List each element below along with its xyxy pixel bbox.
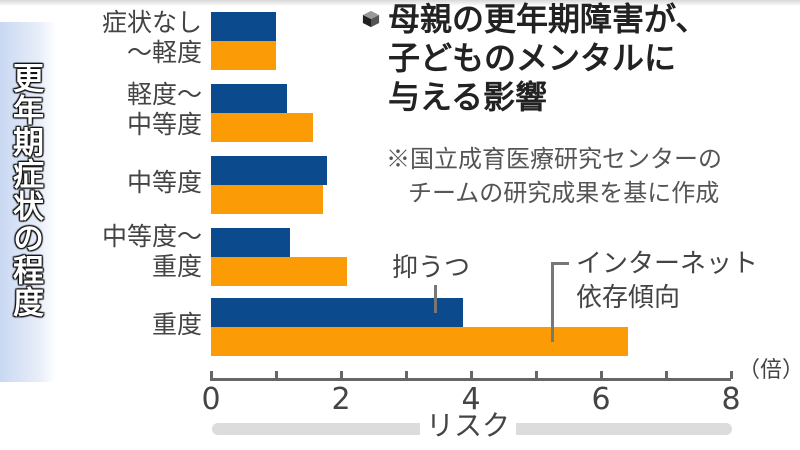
tick-mark <box>600 371 603 379</box>
bar-internet-4 <box>211 327 628 356</box>
legend-internet: インターネット 依存傾向 <box>576 247 758 315</box>
category-label-line: 重度 <box>151 310 202 339</box>
cube-icon <box>362 10 380 28</box>
category-label-3: 中等度〜 重度 <box>102 222 202 282</box>
bar-internet-3 <box>211 257 347 286</box>
category-label-0: 症状なし 〜軽度 <box>102 8 202 68</box>
unit-label: （倍） <box>738 358 800 383</box>
tick-mark <box>275 371 278 379</box>
bar-depression-2 <box>211 156 327 185</box>
category-label-line: 中等度 <box>126 110 202 139</box>
tick-mark <box>470 371 473 379</box>
chart-title: 母親の更年期障害が、 子どものメンタルに 与える影響 <box>388 0 707 117</box>
tick-mark <box>340 371 343 379</box>
legend-internet-line: 依存傾向 <box>576 283 681 313</box>
tick-mark <box>535 371 538 379</box>
x-axis-label: リスク <box>420 410 517 442</box>
y-axis-label: 更年期症状の程度 <box>7 62 43 318</box>
category-label-2: 中等度 <box>127 168 202 198</box>
category-label-line: 〜軽度 <box>126 38 202 67</box>
tick-mark <box>665 371 668 379</box>
title-line: 子どものメンタルに <box>388 39 677 77</box>
tick-mark <box>730 371 733 379</box>
tick-label-4: 4 <box>461 382 481 417</box>
tick-label-0: 0 <box>201 382 221 417</box>
bar-internet-1 <box>211 113 313 142</box>
title-line: 与える影響 <box>388 78 548 116</box>
note-line: チームの研究成果を基に作成 <box>408 179 720 207</box>
source-note: ※国立成育医療研究センターの チームの研究成果を基に作成 <box>386 142 722 210</box>
title-line: 母親の更年期障害が、 <box>388 0 708 38</box>
category-label-1: 軽度〜 中等度 <box>127 80 202 140</box>
note-line: ※国立成育医療研究センターの <box>386 145 722 173</box>
category-label-line: 中等度〜 <box>101 222 202 251</box>
y-axis-label-panel: 更年期症状の程度 <box>0 22 56 382</box>
x-axis-line <box>210 378 731 381</box>
bar-depression-0 <box>211 12 276 41</box>
category-label-line: 軽度〜 <box>126 80 202 109</box>
tick-mark <box>405 371 408 379</box>
category-label-line: 症状なし <box>101 8 202 37</box>
bar-depression-3 <box>211 228 290 257</box>
bar-depression-1 <box>211 84 287 113</box>
bar-internet-0 <box>211 41 276 70</box>
category-label-line: 重度 <box>151 252 202 281</box>
legend-internet-leader <box>551 262 554 342</box>
tick-mark <box>210 371 213 379</box>
legend-internet-line: インターネット <box>576 249 759 279</box>
bar-internet-2 <box>211 185 323 214</box>
category-label-4: 重度 <box>152 310 202 340</box>
top-band <box>0 0 800 6</box>
tick-label-8: 8 <box>721 382 741 417</box>
legend-internet-leader-hook <box>551 262 569 265</box>
tick-label-6: 6 <box>591 382 611 417</box>
legend-depression-leader <box>434 285 437 313</box>
tick-label-2: 2 <box>331 382 351 417</box>
bar-depression-4 <box>211 298 463 327</box>
legend-depression: 抑うつ <box>392 253 471 283</box>
category-label-line: 中等度 <box>126 168 202 197</box>
